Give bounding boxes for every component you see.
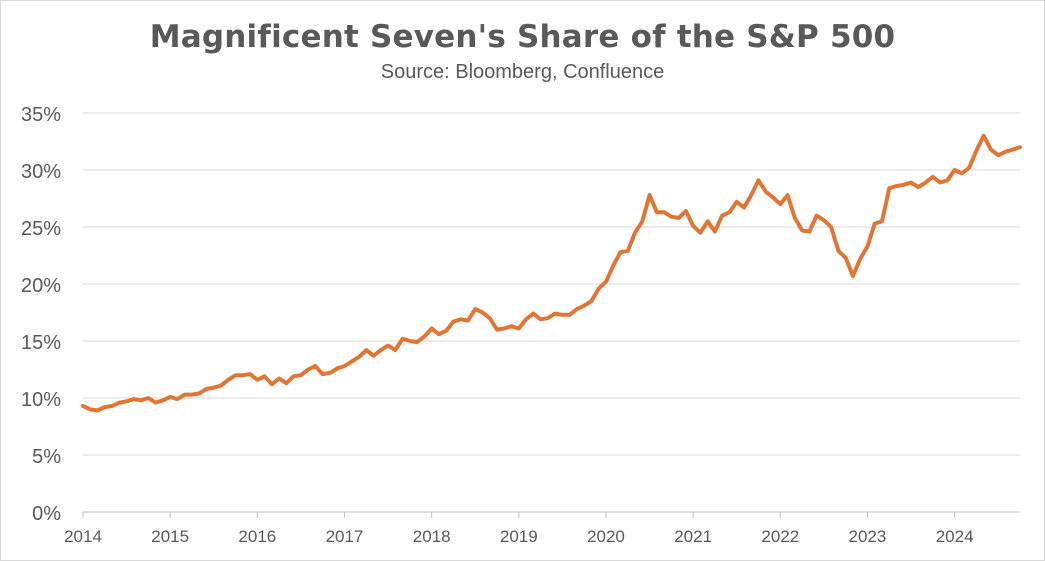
x-tick-label: 2014: [64, 527, 102, 546]
y-axis-ticks: 0% 5% 10% 15% 20% 25% 30% 35%: [21, 104, 61, 525]
gridlines: [83, 112, 1020, 456]
y-tick-label: 0%: [32, 503, 61, 525]
x-tick-label: 2021: [674, 527, 712, 546]
chart-subtitle: Source: Bloomberg, Confluence: [380, 61, 665, 83]
x-tick-label: 2019: [500, 527, 538, 546]
y-tick-label: 35%: [21, 104, 61, 126]
x-tick-label: 2017: [326, 527, 364, 546]
y-tick-label: 25%: [21, 218, 61, 240]
x-axis-ticks: 2014 2015 2016 2017 2018 2019 2020 2021 2022 2023…: [64, 512, 974, 546]
series-group: [81, 133, 1022, 413]
y-tick-label: 30%: [21, 161, 61, 183]
x-tick-label: 2024: [936, 527, 974, 546]
x-tick-label: 2015: [151, 527, 189, 546]
y-tick-label: 15%: [21, 332, 61, 354]
series-line-0: [81, 133, 1022, 413]
y-tick-label: 20%: [21, 275, 61, 297]
chart-title: Magnificent Seven's Share of the S&P 500: [149, 19, 896, 55]
x-tick-label: 2020: [587, 527, 625, 546]
x-tick-label: 2022: [761, 527, 799, 546]
x-tick-label: 2023: [849, 527, 887, 546]
x-tick-label: 2018: [413, 527, 451, 546]
y-tick-label: 5%: [32, 446, 61, 468]
x-tick-label: 2016: [238, 527, 276, 546]
y-tick-label: 10%: [21, 389, 61, 411]
